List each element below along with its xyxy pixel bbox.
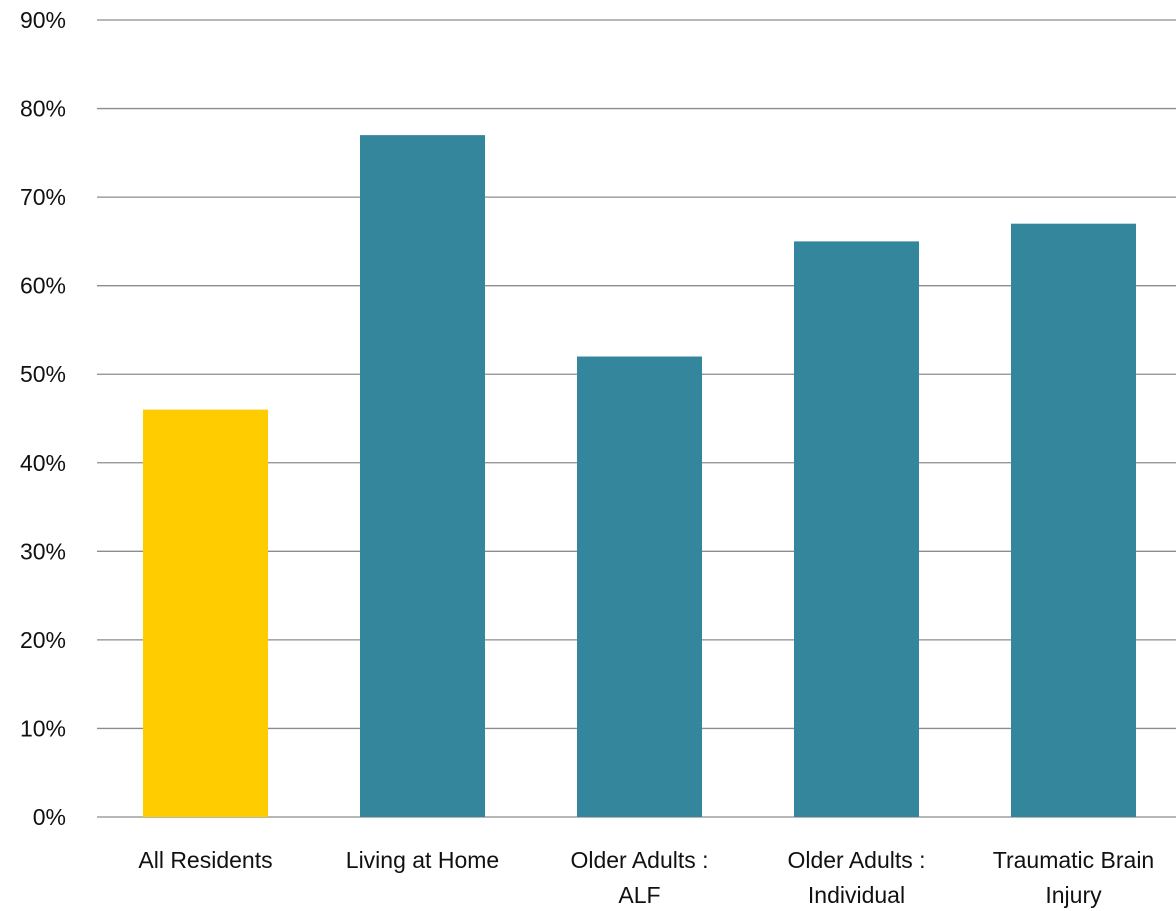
x-tick-label: Living at Home xyxy=(346,847,499,873)
y-tick-label: 80% xyxy=(20,96,66,122)
x-axis-ticks: All Residents Living at Home Older Adults … xyxy=(138,847,1154,908)
y-tick-label: 90% xyxy=(20,7,66,33)
x-tick-label: Individual xyxy=(808,882,905,908)
x-tick-label: Older Adults : xyxy=(787,847,925,873)
y-tick-label: 70% xyxy=(20,184,66,210)
y-tick-label: 10% xyxy=(20,715,66,741)
x-tick-label: Older Adults : xyxy=(570,847,708,873)
bar xyxy=(360,135,485,818)
x-tick-label: All Residents xyxy=(138,847,272,873)
bar xyxy=(577,356,702,817)
bar xyxy=(143,409,268,817)
y-tick-label: 40% xyxy=(20,450,66,476)
x-tick-label: Traumatic Brain xyxy=(993,847,1154,873)
x-tick-label: ALF xyxy=(618,882,660,908)
y-tick-label: 30% xyxy=(20,538,66,564)
y-tick-label: 20% xyxy=(20,627,66,653)
y-tick-label: 60% xyxy=(20,273,66,299)
bars xyxy=(143,135,1136,818)
y-tick-label: 50% xyxy=(20,361,66,387)
y-tick-label: 0% xyxy=(33,804,66,830)
y-axis-ticks: 0% 10% 20% 30% 40% 50% 60% 70% 80% 90% xyxy=(20,7,66,830)
bar xyxy=(794,241,919,817)
x-tick-label: Injury xyxy=(1045,882,1102,908)
bar xyxy=(1011,223,1136,817)
